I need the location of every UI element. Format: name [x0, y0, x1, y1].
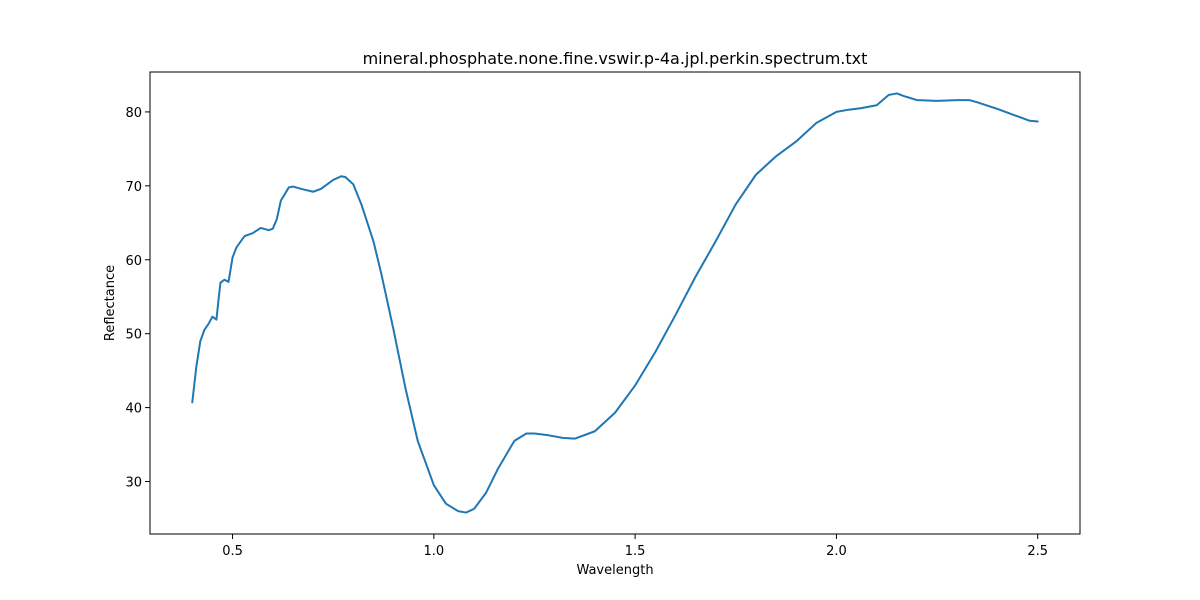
- x-tick-label: 2.0: [826, 544, 847, 559]
- x-tick-label: 0.5: [222, 544, 243, 559]
- x-tick-label: 1.5: [625, 544, 646, 559]
- chart-title: mineral.phosphate.none.fine.vswir.p-4a.j…: [363, 49, 868, 68]
- reflectance-line: [191, 92, 1039, 514]
- y-tick-label: 60: [125, 254, 142, 269]
- plot-area-frame: [149, 71, 1081, 535]
- y-axis-ticks: 30 40 50 60 70 80: [125, 106, 150, 491]
- y-tick-label: 80: [125, 106, 142, 121]
- x-axis-label: Wavelength: [576, 563, 653, 578]
- x-axis-ticks: 0.5 1.0 1.5 2.0 2.5: [222, 534, 1048, 559]
- y-tick-label: 70: [125, 180, 142, 195]
- x-tick-label: 2.5: [1027, 544, 1048, 559]
- x-tick-label: 1.0: [423, 544, 444, 559]
- y-tick-label: 40: [125, 402, 142, 417]
- y-tick-label: 50: [125, 328, 142, 343]
- y-axis-label: Reflectance: [103, 265, 118, 341]
- y-tick-label: 30: [125, 476, 142, 491]
